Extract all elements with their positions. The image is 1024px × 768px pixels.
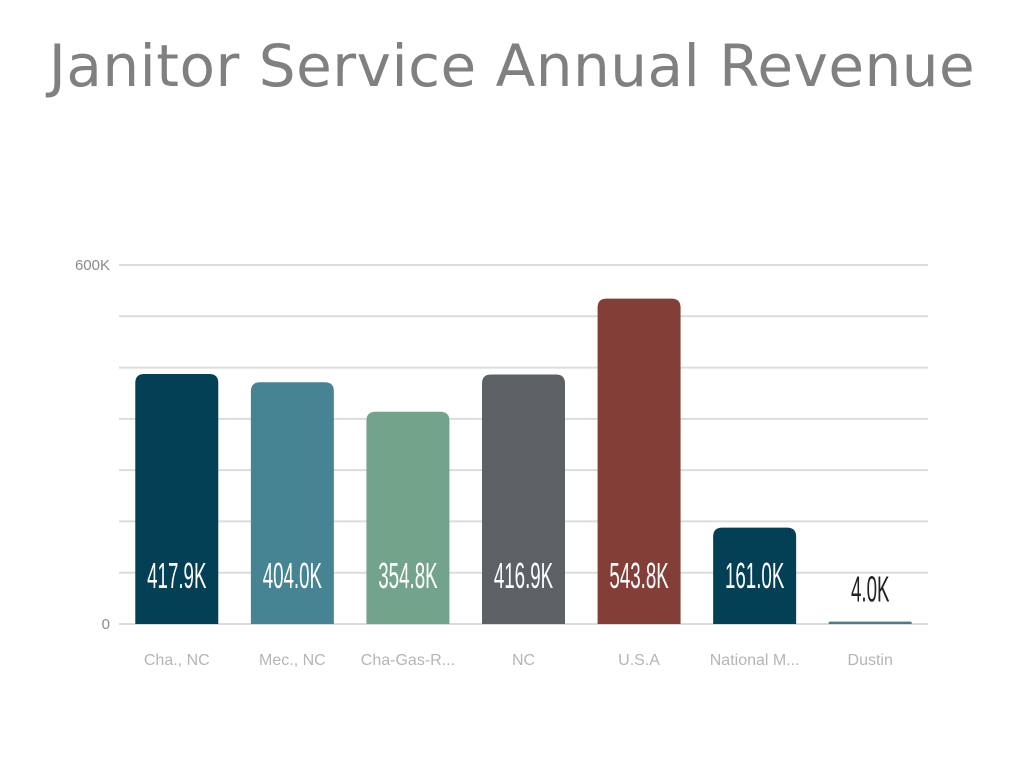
- x-axis-label: Mec., NC: [259, 652, 326, 669]
- y-tick-label: 600K: [75, 257, 110, 274]
- x-axis-label: U.S.A: [618, 652, 660, 669]
- x-axis-label: National M...: [710, 652, 800, 669]
- x-axis-label: Cha., NC: [144, 652, 210, 669]
- x-axis-label: Cha-Gas-R...: [361, 652, 455, 669]
- value-label: 543.8K: [609, 557, 668, 597]
- value-label: 354.8K: [378, 557, 437, 597]
- bar: [250, 382, 334, 624]
- x-axis-label: NC: [512, 652, 535, 669]
- x-axis-labels: Cha., NC Mec., NC Cha-Gas-R... NC U.S.A Natio…: [144, 652, 893, 669]
- bar: [828, 621, 912, 624]
- bar: [366, 411, 450, 624]
- y-axis-ticks: 0 600K: [75, 257, 110, 633]
- value-label: 416.9K: [494, 557, 553, 597]
- x-axis-label: Dustin: [848, 652, 893, 669]
- value-label: 417.9K: [147, 557, 206, 597]
- chart-title: Janitor Service Annual Revenue: [48, 32, 976, 100]
- value-labels: 417.9K 404.0K 354.8K 416.9K 543.8K 161.0K 4.0K: [147, 557, 889, 611]
- value-label: 4.0K: [851, 570, 890, 610]
- bar: [597, 298, 681, 624]
- value-label: 161.0K: [725, 557, 784, 597]
- value-label: 404.0K: [263, 557, 322, 597]
- bars: [135, 298, 912, 624]
- bar: [482, 374, 565, 624]
- bar: [713, 527, 797, 624]
- y-tick-label: 0: [102, 616, 110, 633]
- bar: [135, 373, 219, 624]
